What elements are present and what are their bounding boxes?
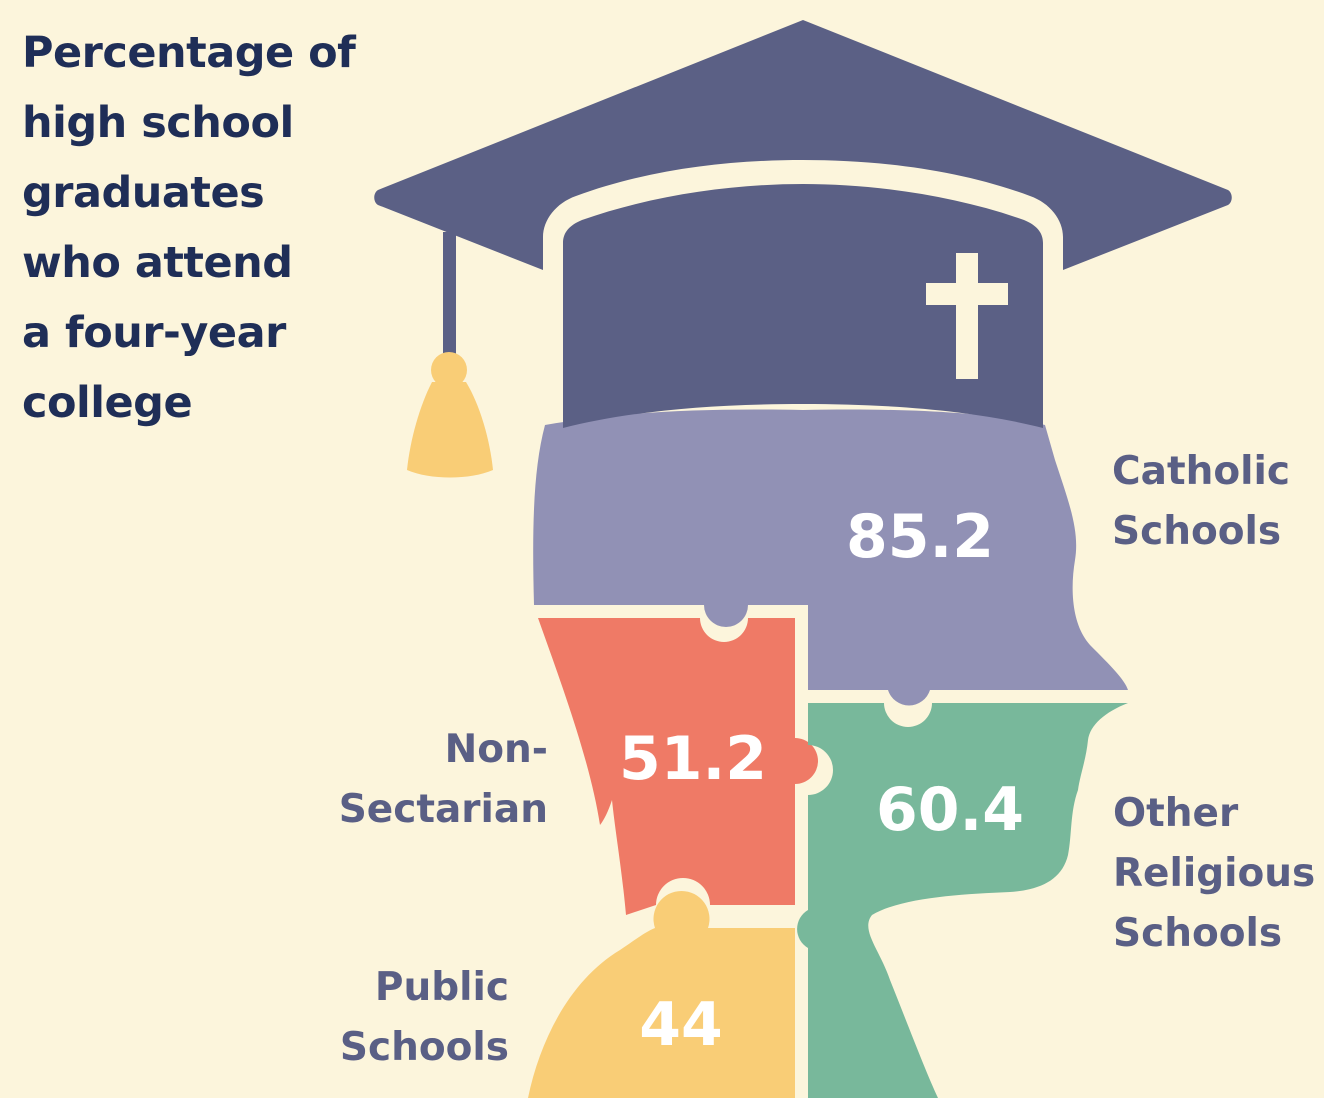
title-line: college [22,378,193,428]
non-sectarian-value-label: 51.2 [619,724,767,794]
label-line: Other [1113,791,1239,836]
title-line: a four-year [22,308,286,358]
title-line: who attend [22,238,293,288]
non-sectarian-piece [538,618,818,915]
non-sectarian-category-label: Non- Sectarian [339,720,548,840]
label-line: Schools [1113,911,1283,956]
label-line: Public [374,965,509,1010]
label-line: Non- [444,727,548,772]
title-line: high school [22,98,294,148]
tassel-icon [407,232,493,478]
title-line: Percentage of [22,28,356,78]
other-religious-value-label: 60.4 [876,775,1024,845]
label-line: Sectarian [338,787,548,832]
other-religious-piece [797,703,1128,1098]
label-line: Schools [339,1025,509,1070]
label-line: Catholic [1112,449,1290,494]
public-piece [528,890,795,1098]
page-title: Percentage of high school graduates who … [22,18,402,438]
catholic-value-label: 85.2 [846,502,994,572]
label-line: Schools [1112,509,1282,554]
graduation-cap-icon [374,20,1232,428]
label-line: Religious [1113,851,1316,896]
cap-board [374,20,1232,270]
catholic-piece [533,409,1128,706]
public-category-label: Public Schools [340,958,509,1078]
other-religious-category-label: Other Religious Schools [1113,784,1315,964]
cap-body [563,184,1043,428]
title-line: graduates [22,168,265,218]
catholic-category-label: Catholic Schools [1112,442,1290,562]
public-value-label: 44 [639,990,723,1060]
cross-icon [926,253,1008,379]
